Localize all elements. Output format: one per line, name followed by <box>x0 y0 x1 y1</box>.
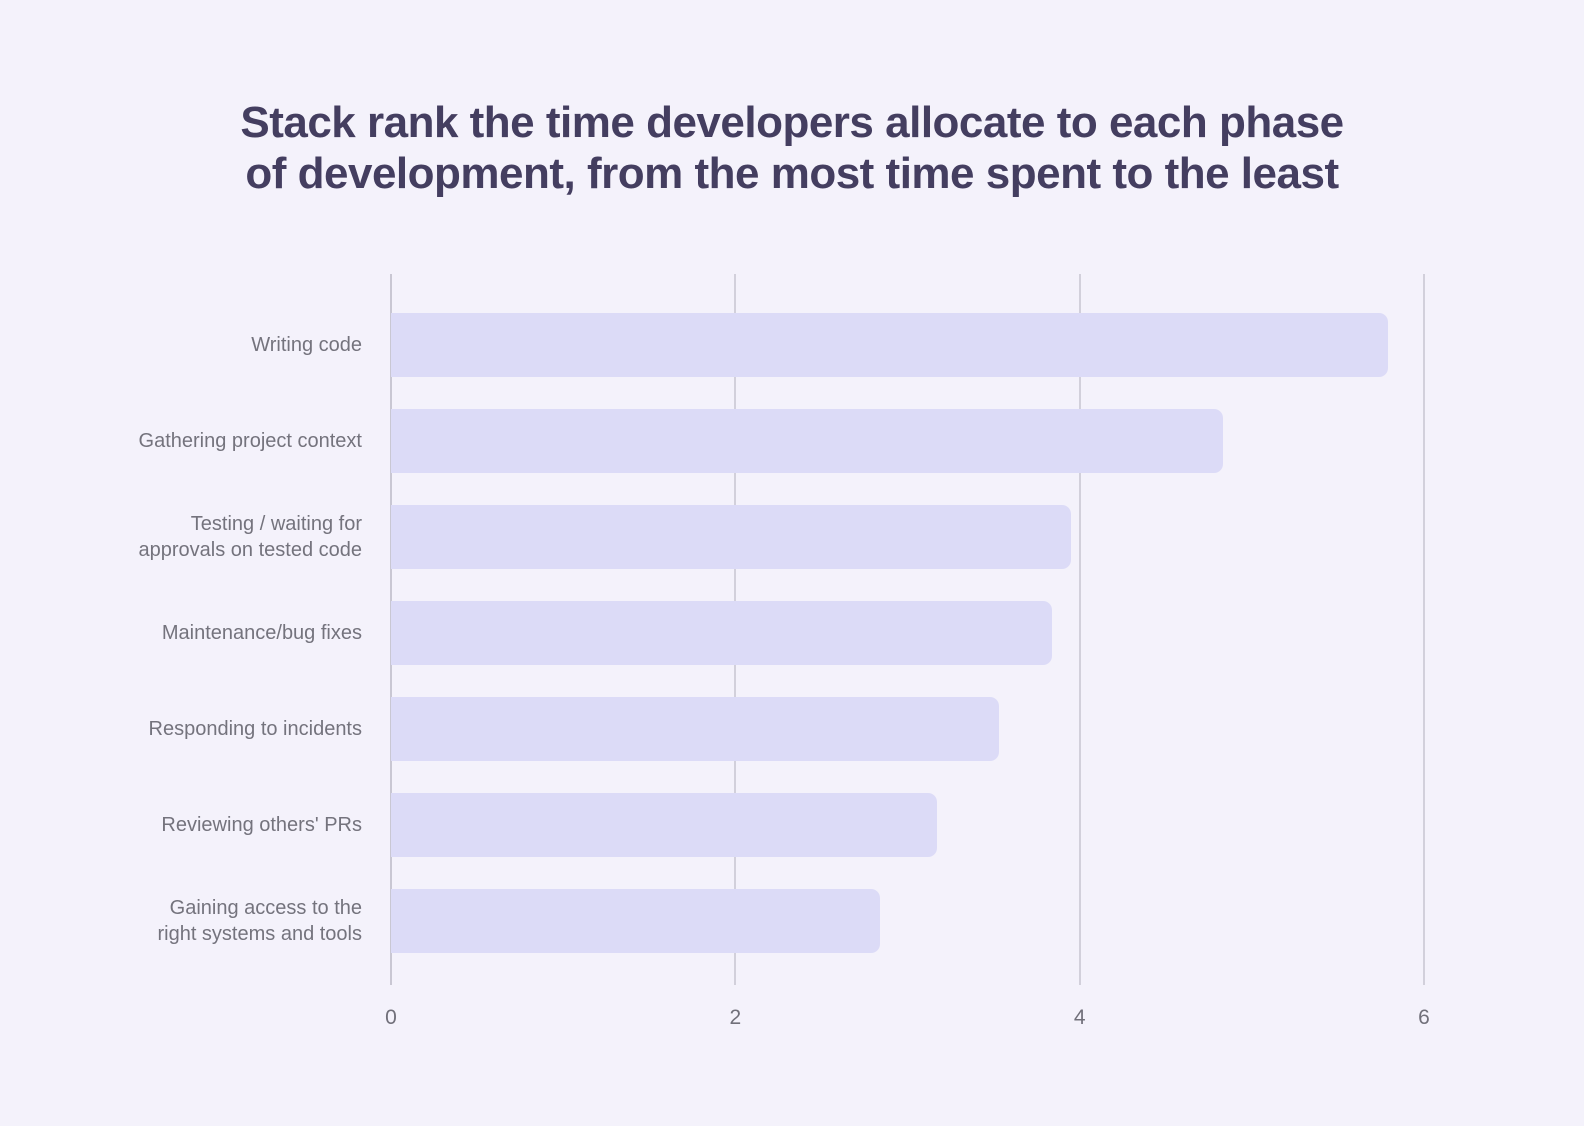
x-tick-label-4: 4 <box>1073 1006 1086 1029</box>
chart-title: Stack rank the time developers allocate … <box>0 97 1584 199</box>
bar-gaining-access-to-the-right-systems-and-tools <box>391 889 880 953</box>
gridline-x-6 <box>1423 274 1425 985</box>
category-label-maintenance-bug-fixes: Maintenance/bug fixes <box>161 622 362 644</box>
chart-title-line: of development, from the most time spent… <box>245 149 1339 198</box>
category-label-gaining-access-to-the-right-systems-and-tools: Gaining access to the right systems and … <box>157 897 362 945</box>
bar-gathering-project-context <box>391 409 1223 473</box>
bar-testing-waiting-for-approvals-on-tested-code <box>391 505 1072 569</box>
bar-maintenance-bug-fixes <box>391 601 1053 665</box>
category-label-testing-waiting-for-approvals-on-tested-code: Testing / waiting for approvals on teste… <box>138 513 363 561</box>
gridline-x-4 <box>1078 274 1081 985</box>
plot-area <box>390 274 1425 985</box>
category-label-reviewing-others-prs: Reviewing others' PRs <box>161 814 362 836</box>
bar-writing-code <box>391 313 1388 377</box>
x-tick-label-6: 6 <box>1418 1006 1430 1029</box>
chart-title-line: Stack rank the time developers allocate … <box>240 98 1344 147</box>
x-tick-label-2: 2 <box>729 1006 742 1029</box>
bar-responding-to-incidents <box>391 697 999 761</box>
category-label-gathering-project-context: Gathering project context <box>138 430 362 452</box>
category-label-writing-code: Writing code <box>251 334 362 356</box>
bar-reviewing-others-prs <box>391 793 937 857</box>
category-label-responding-to-incidents: Responding to incidents <box>148 718 362 740</box>
x-tick-label-0: 0 <box>385 1006 397 1029</box>
